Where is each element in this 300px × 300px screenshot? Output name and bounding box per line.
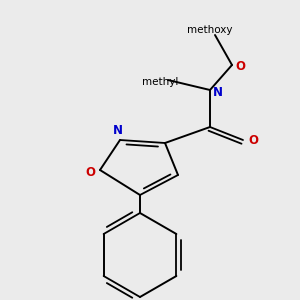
Text: O: O (235, 61, 245, 74)
Text: N: N (113, 124, 123, 136)
Text: O: O (248, 134, 258, 148)
Text: methyl: methyl (142, 77, 178, 87)
Text: O: O (85, 166, 95, 178)
Text: methoxy: methoxy (187, 25, 233, 35)
Text: N: N (213, 85, 223, 98)
